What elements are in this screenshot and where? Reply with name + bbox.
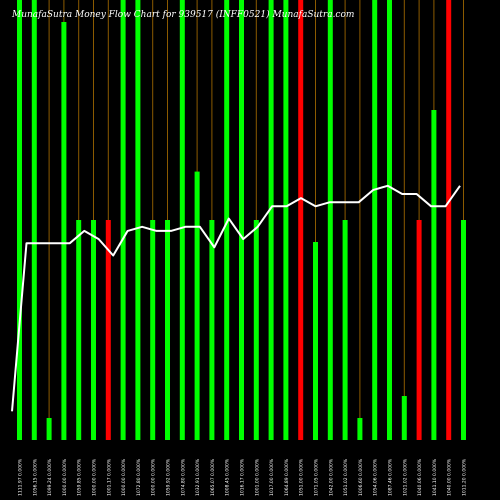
chart-title: MunafaSutra Money Flow Chart for 939517 … — [12, 10, 355, 20]
bar — [165, 220, 170, 440]
x-tick-label: 1006.60 0.000% — [358, 458, 364, 496]
bar-layer — [17, 0, 466, 440]
bar — [313, 242, 318, 440]
x-tick-label: 1008.45 0.000% — [225, 458, 231, 496]
bar — [253, 220, 259, 440]
x-tick-label: 1065.07 0.000% — [210, 458, 216, 496]
x-tick-labels: 1111.97 0.000% 1056.15 0.000% 1099.24 0.00… — [18, 458, 468, 496]
x-tick-label: 1099.24 0.000% — [47, 458, 53, 496]
bar — [298, 0, 304, 440]
bar — [327, 0, 333, 440]
x-tick-label: 1021.02 0.000% — [402, 458, 408, 496]
bar — [239, 0, 244, 440]
bar — [268, 0, 274, 440]
bar — [46, 418, 52, 440]
x-tick-label: 1000.00 0.000% — [151, 458, 157, 496]
x-tick-label: 1032.91 0.000% — [195, 458, 201, 496]
x-tick-label: 1042.00 0.000% — [328, 458, 334, 496]
x-tick-label: 1000.00 0.000% — [121, 458, 127, 496]
x-tick-label: 1001.00 0.000% — [254, 458, 260, 496]
bar — [105, 220, 111, 440]
bar — [17, 0, 22, 440]
x-tick-label: 1051.02 0.000% — [343, 458, 349, 496]
bar — [120, 0, 126, 440]
bar — [401, 396, 407, 440]
bar — [91, 220, 96, 440]
x-tick-label: 1051.00 0.000% — [299, 458, 305, 496]
x-tick-label: 1064.89 0.000% — [284, 458, 290, 496]
bar — [357, 418, 363, 440]
bar — [179, 0, 185, 440]
bar — [461, 220, 466, 440]
bar — [61, 22, 67, 440]
bar — [283, 0, 289, 440]
x-tick-label: 1000.00 0.000% — [62, 458, 68, 496]
bar — [76, 220, 82, 440]
bar — [372, 0, 378, 440]
bar — [446, 0, 452, 440]
bar — [150, 220, 156, 440]
x-tick-label: 1054.06 0.000% — [373, 458, 379, 496]
line-layer — [11, 184, 461, 412]
x-tick-label: 1056.15 0.000% — [32, 458, 38, 496]
bar — [416, 220, 422, 440]
x-tick-label: 1111.97 0.000% — [18, 458, 24, 496]
x-tick-label: 1059.92 0.000% — [166, 458, 172, 496]
bar — [31, 0, 37, 440]
bar — [342, 220, 348, 440]
bar — [209, 220, 215, 440]
x-tick-label: 1001.17 0.000% — [106, 458, 112, 496]
bar — [224, 0, 230, 440]
money-flow-line — [11, 184, 461, 412]
bar — [135, 0, 141, 440]
x-tick-label: 1000.00 0.000% — [92, 458, 98, 496]
x-tick-label: 1072.80 0.000% — [136, 458, 142, 496]
x-tick-label: 1074.80 0.000% — [180, 458, 186, 496]
x-tick-label: 1016.17 0.000% — [240, 458, 246, 496]
x-tick-label: 1087.46 0.000% — [388, 458, 394, 496]
x-tick-label: 1071.05 0.000% — [314, 458, 320, 496]
bar — [194, 171, 200, 440]
x-tick-label: 1017.00 0.000% — [269, 458, 275, 496]
bar — [387, 0, 392, 440]
x-tick-label: 1011.20 0.000% — [462, 458, 468, 496]
x-tick-label: 1041.10 0.000% — [432, 458, 438, 496]
bar — [431, 110, 437, 440]
x-tick-label: 1040.06 0.000% — [417, 458, 423, 496]
x-tick-label: 1040.00 0.000% — [447, 458, 453, 496]
x-tick-label: 1059.85 0.000% — [77, 458, 83, 496]
